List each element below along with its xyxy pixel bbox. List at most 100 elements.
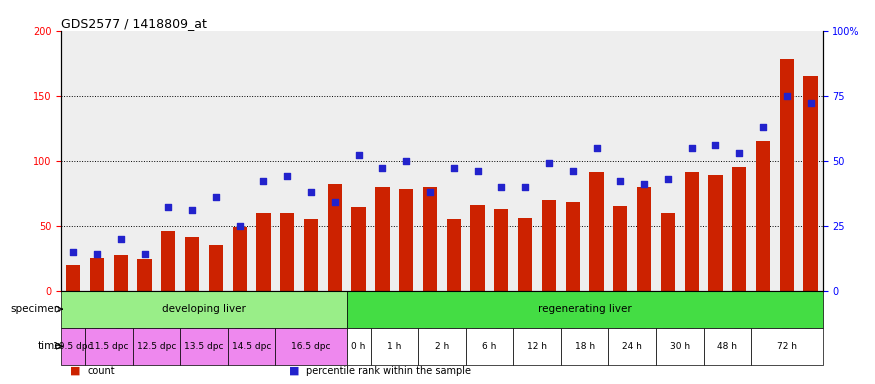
Text: 30 h: 30 h <box>669 342 690 351</box>
Text: 2 h: 2 h <box>435 342 449 351</box>
Point <box>709 142 723 148</box>
Bar <box>185 237 200 291</box>
FancyBboxPatch shape <box>133 328 180 365</box>
Bar <box>161 231 175 291</box>
FancyBboxPatch shape <box>61 328 85 365</box>
Text: 11.5 dpc: 11.5 dpc <box>89 342 129 351</box>
Bar <box>709 175 723 291</box>
Point <box>186 207 200 213</box>
Bar <box>233 227 247 291</box>
Bar <box>518 218 532 291</box>
FancyBboxPatch shape <box>85 328 133 365</box>
Point <box>780 93 794 99</box>
Text: specimen: specimen <box>10 304 61 314</box>
Point <box>518 184 532 190</box>
Text: 6 h: 6 h <box>482 342 497 351</box>
Text: developing liver: developing liver <box>162 304 246 314</box>
Text: count: count <box>88 366 116 376</box>
Text: 1 h: 1 h <box>387 342 402 351</box>
Point <box>447 166 461 172</box>
Point <box>423 189 437 195</box>
FancyBboxPatch shape <box>276 328 346 365</box>
FancyBboxPatch shape <box>704 328 751 365</box>
Bar <box>66 265 80 291</box>
Point <box>637 181 651 187</box>
Bar <box>803 76 818 291</box>
FancyBboxPatch shape <box>561 328 608 365</box>
Bar <box>209 245 223 291</box>
Text: 48 h: 48 h <box>718 342 738 351</box>
Point <box>803 100 817 106</box>
Point <box>256 178 270 184</box>
Bar <box>423 187 438 291</box>
Point <box>613 178 627 184</box>
Text: 24 h: 24 h <box>622 342 642 351</box>
Point <box>304 189 318 195</box>
Bar <box>542 200 556 291</box>
Bar <box>114 255 128 291</box>
Point <box>375 166 389 172</box>
Point <box>756 124 770 130</box>
FancyBboxPatch shape <box>370 328 418 365</box>
Point <box>661 176 675 182</box>
Bar <box>637 187 651 291</box>
Bar <box>565 202 580 291</box>
Point <box>684 144 698 151</box>
Point <box>66 248 80 255</box>
FancyBboxPatch shape <box>61 291 346 328</box>
FancyBboxPatch shape <box>180 328 228 365</box>
Bar <box>661 213 675 291</box>
Bar <box>613 206 627 291</box>
Text: GDS2577 / 1418809_at: GDS2577 / 1418809_at <box>61 17 207 30</box>
Text: 10.5 dpc: 10.5 dpc <box>53 342 93 351</box>
Point <box>494 184 508 190</box>
Bar <box>756 141 770 291</box>
Point <box>280 173 294 179</box>
FancyBboxPatch shape <box>418 328 466 365</box>
Point <box>471 168 485 174</box>
Text: 12.5 dpc: 12.5 dpc <box>136 342 176 351</box>
Bar <box>328 184 342 291</box>
Text: time: time <box>38 341 61 351</box>
FancyBboxPatch shape <box>751 328 822 365</box>
Bar <box>304 219 318 291</box>
Point <box>352 152 366 159</box>
Bar <box>494 209 508 291</box>
Point <box>233 222 247 228</box>
Text: ■: ■ <box>289 366 299 376</box>
Text: percentile rank within the sample: percentile rank within the sample <box>306 366 472 376</box>
Text: 0 h: 0 h <box>352 342 366 351</box>
Point <box>90 251 104 257</box>
Point <box>209 194 223 200</box>
FancyBboxPatch shape <box>346 291 822 328</box>
FancyBboxPatch shape <box>514 328 561 365</box>
Bar <box>732 167 746 291</box>
Bar <box>352 207 366 291</box>
Point <box>566 168 580 174</box>
Bar <box>256 213 270 291</box>
Bar <box>590 172 604 291</box>
Bar <box>446 219 461 291</box>
Text: 14.5 dpc: 14.5 dpc <box>232 342 271 351</box>
Point <box>328 199 342 205</box>
Point <box>732 150 746 156</box>
FancyBboxPatch shape <box>346 328 370 365</box>
Text: ■: ■ <box>70 366 80 376</box>
FancyBboxPatch shape <box>228 328 276 365</box>
Text: 12 h: 12 h <box>527 342 547 351</box>
Bar <box>471 205 485 291</box>
FancyBboxPatch shape <box>656 328 704 365</box>
Text: regenerating liver: regenerating liver <box>538 304 632 314</box>
Point <box>161 204 175 210</box>
Bar <box>780 59 794 291</box>
Bar <box>375 187 389 291</box>
Text: 18 h: 18 h <box>575 342 595 351</box>
Point <box>590 144 604 151</box>
Text: 16.5 dpc: 16.5 dpc <box>291 342 331 351</box>
Bar <box>399 189 413 291</box>
Point <box>114 235 128 242</box>
Point <box>137 251 151 257</box>
Bar <box>90 258 104 291</box>
FancyBboxPatch shape <box>466 328 514 365</box>
Text: 72 h: 72 h <box>777 342 797 351</box>
